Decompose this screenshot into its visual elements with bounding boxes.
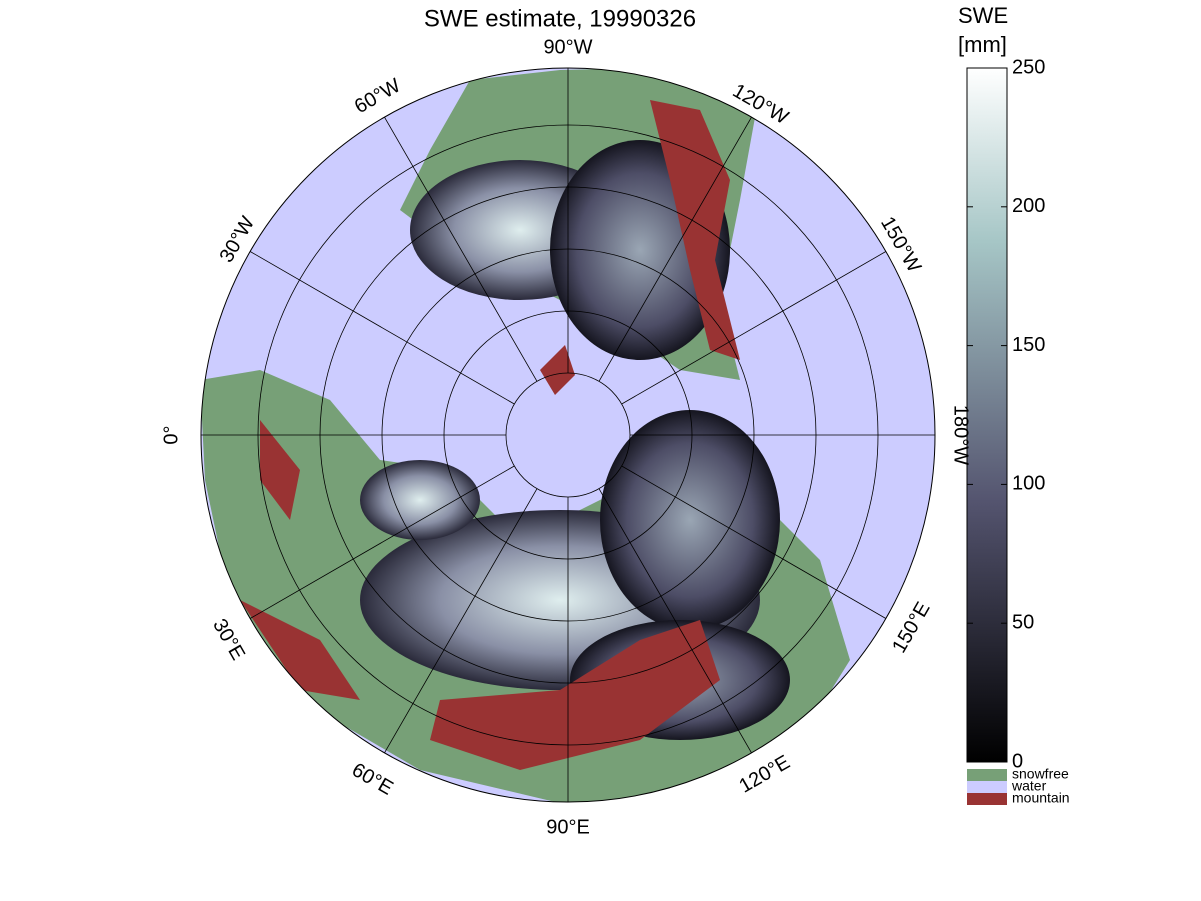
meridian-line [249,465,515,619]
colorbar-tick-label: 150 [1012,334,1045,356]
legend-label: water [1011,778,1047,794]
colorbar-tick-label: 50 [1012,611,1034,633]
legend-swatch [967,769,1007,781]
longitude-label: 60°E [348,759,397,800]
longitude-label: 30°E [208,615,249,664]
legend-label: mountain [1012,790,1070,806]
map-title: SWE estimate, 19990326 [424,5,696,32]
meridian-line [598,116,752,382]
longitude-label: 180°W [950,405,972,465]
meridian-line [384,488,538,754]
colorbar: SWE [mm] 0 50 100 150 200 250 snowfreewatermount… [958,3,1070,806]
meridian-line [249,251,515,405]
mountains [240,100,740,770]
colorbar-tick-label: 250 [1012,56,1045,78]
meridian-line [598,488,752,754]
colorbar-label: [mm] [958,32,1007,57]
map-area [201,68,935,802]
colorbar-tick-label: 0 [1012,750,1023,772]
longitude-label: 0° [160,425,182,444]
longitude-label: 150°E [888,598,934,656]
meridian-line [621,465,887,619]
longitude-label: 90°W [543,36,592,58]
colorbar-ramp [966,67,1008,763]
meridian-line [621,251,887,405]
legend-swatch [967,793,1007,805]
colorbar-label: SWE [958,3,1008,28]
longitude-label: 90°E [546,816,590,838]
colorbar-tick-label: 100 [1012,473,1045,495]
graticule [201,68,935,802]
meridian-line [384,116,538,382]
legend-swatch [967,781,1007,793]
colorbar-tick-label: 200 [1012,195,1045,217]
longitude-label: 120°E [735,751,793,797]
map-border [200,67,936,803]
legend-label: snowfree [1012,766,1069,782]
